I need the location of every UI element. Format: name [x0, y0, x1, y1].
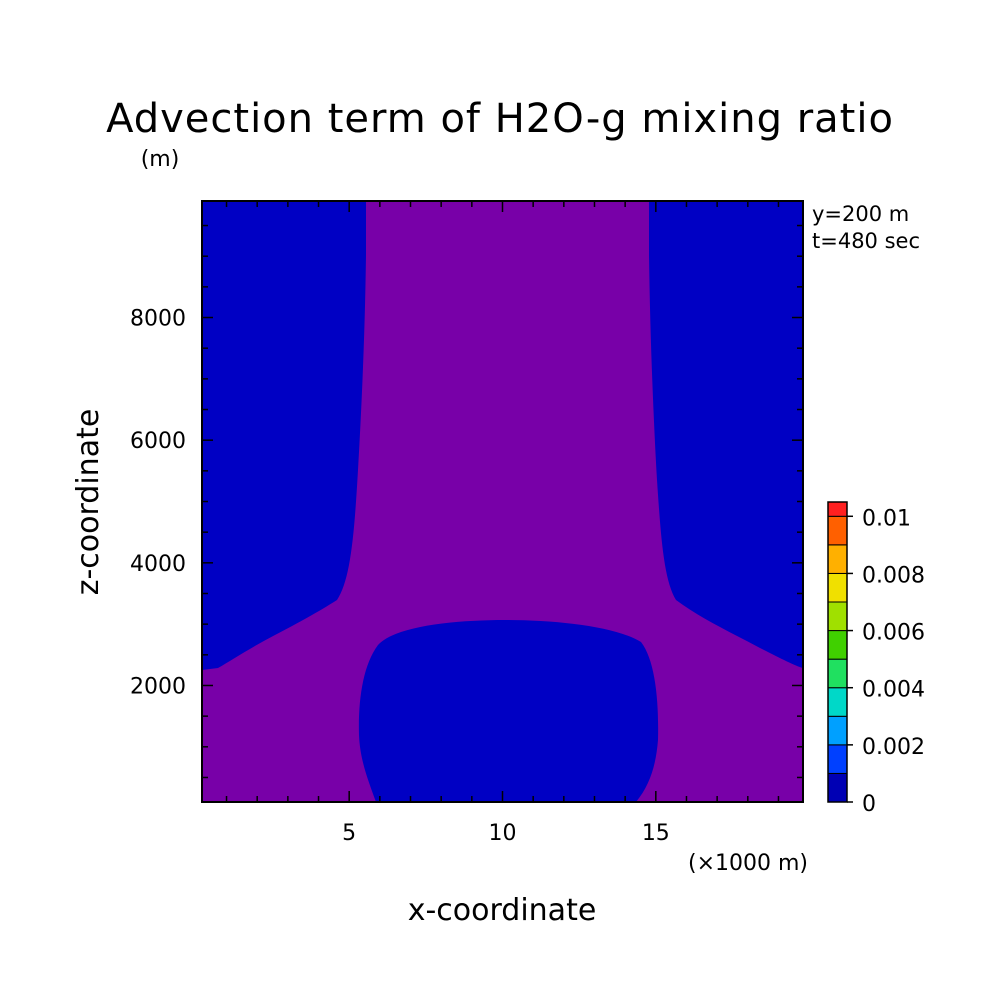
colorbar-swatch [827, 744, 848, 774]
colorbar-frame [827, 501, 848, 803]
axis-ticks [202, 201, 803, 802]
contour-region-bottom-center [358, 620, 659, 802]
contour-region-upper-right [649, 201, 803, 668]
annotation-y: y=200 m [812, 202, 909, 226]
x-axis-label: x-coordinate [408, 893, 597, 928]
y-unit-label: (m) [141, 147, 180, 172]
y-tick-label: 2000 [130, 674, 186, 699]
colorbar [827, 501, 848, 803]
x-unit-label: (×1000 m) [688, 851, 808, 876]
x-tick-label: 15 [642, 821, 670, 846]
colorbar-tick-label: 0.01 [862, 506, 911, 531]
y-tick-label: 8000 [130, 307, 186, 332]
colorbar-swatch [827, 658, 848, 689]
colorbar-labels: 0 0.002 0.004 0.006 0.008 0.01 [847, 506, 925, 817]
colorbar-swatch [827, 630, 848, 660]
x-tick-label: 10 [489, 821, 517, 846]
y-axis-label: z-coordinate [71, 409, 106, 596]
colorbar-swatch [827, 572, 848, 603]
annotation-t: t=480 sec [812, 229, 920, 253]
colorbar-swatch [827, 772, 848, 803]
x-tick-label: 5 [342, 821, 356, 846]
colorbar-swatch [827, 544, 848, 574]
contour-region-upper-left [202, 201, 366, 670]
colorbar-tick-label: 0.004 [862, 678, 925, 703]
y-tick-label: 4000 [130, 552, 186, 577]
colorbar-swatch [827, 687, 848, 717]
chart-title: Advection term of H2O-g mixing ratio [106, 96, 894, 142]
colorbar-tick-label: 0.008 [862, 563, 925, 588]
colorbar-swatch [827, 501, 848, 517]
y-tick-labels: 2000 4000 6000 8000 [130, 307, 186, 700]
colorbar-tick-label: 0.002 [862, 735, 925, 760]
x-tick-labels: 5 10 15 [342, 821, 670, 846]
y-tick-label: 6000 [130, 429, 186, 454]
colorbar-tick-label: 0 [862, 792, 876, 817]
colorbar-swatch [827, 515, 848, 546]
colorbar-swatch [827, 601, 848, 632]
plot-area [201, 200, 804, 803]
colorbar-tick-label: 0.006 [862, 621, 925, 646]
colorbar-swatch [827, 715, 848, 746]
